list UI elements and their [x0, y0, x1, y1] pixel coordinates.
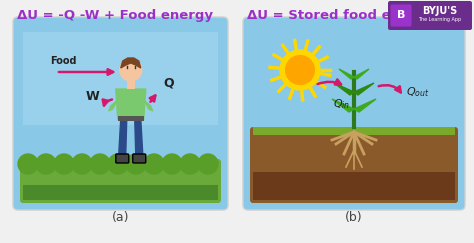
Polygon shape [116, 89, 146, 119]
Circle shape [108, 154, 128, 174]
Text: ΔU = -Q -W + Food energy: ΔU = -Q -W + Food energy [17, 9, 213, 21]
Text: B: B [397, 10, 405, 20]
Circle shape [120, 59, 142, 81]
Circle shape [90, 154, 110, 174]
Text: W: W [86, 90, 100, 104]
Polygon shape [354, 99, 376, 112]
Text: $Q_{in}$: $Q_{in}$ [333, 97, 350, 111]
Text: Q: Q [164, 76, 174, 89]
Circle shape [18, 154, 38, 174]
Text: (b): (b) [345, 210, 363, 224]
Bar [253, 172, 455, 200]
Circle shape [280, 50, 320, 90]
Circle shape [144, 154, 164, 174]
Polygon shape [119, 119, 127, 154]
Polygon shape [121, 58, 141, 68]
FancyBboxPatch shape [388, 1, 472, 30]
Bar [23, 185, 218, 200]
FancyBboxPatch shape [23, 32, 218, 125]
FancyBboxPatch shape [133, 154, 146, 163]
Polygon shape [354, 83, 374, 95]
FancyBboxPatch shape [13, 17, 228, 210]
Polygon shape [339, 69, 354, 79]
Polygon shape [334, 83, 354, 95]
Polygon shape [144, 99, 153, 111]
Polygon shape [109, 99, 118, 111]
Circle shape [72, 154, 92, 174]
Circle shape [126, 154, 146, 174]
FancyBboxPatch shape [250, 127, 458, 203]
Circle shape [36, 154, 56, 174]
Text: The Learning App: The Learning App [419, 17, 462, 23]
Circle shape [54, 154, 74, 174]
Text: BYJU'S: BYJU'S [422, 6, 457, 16]
Circle shape [162, 154, 182, 174]
Polygon shape [135, 119, 143, 154]
Bar [127, 80, 135, 89]
Text: ΔU = Stored food energy: ΔU = Stored food energy [246, 9, 433, 21]
Bar [253, 127, 455, 135]
Polygon shape [332, 99, 354, 112]
FancyBboxPatch shape [116, 154, 129, 163]
Circle shape [198, 154, 218, 174]
Text: $Q_{out}$: $Q_{out}$ [406, 85, 430, 99]
Circle shape [180, 154, 200, 174]
Bar [118, 116, 144, 121]
Text: (a): (a) [112, 210, 129, 224]
Circle shape [286, 56, 314, 84]
Text: Food: Food [50, 56, 76, 66]
FancyBboxPatch shape [391, 5, 411, 26]
FancyBboxPatch shape [243, 17, 465, 210]
FancyBboxPatch shape [20, 159, 221, 203]
Polygon shape [354, 69, 369, 79]
